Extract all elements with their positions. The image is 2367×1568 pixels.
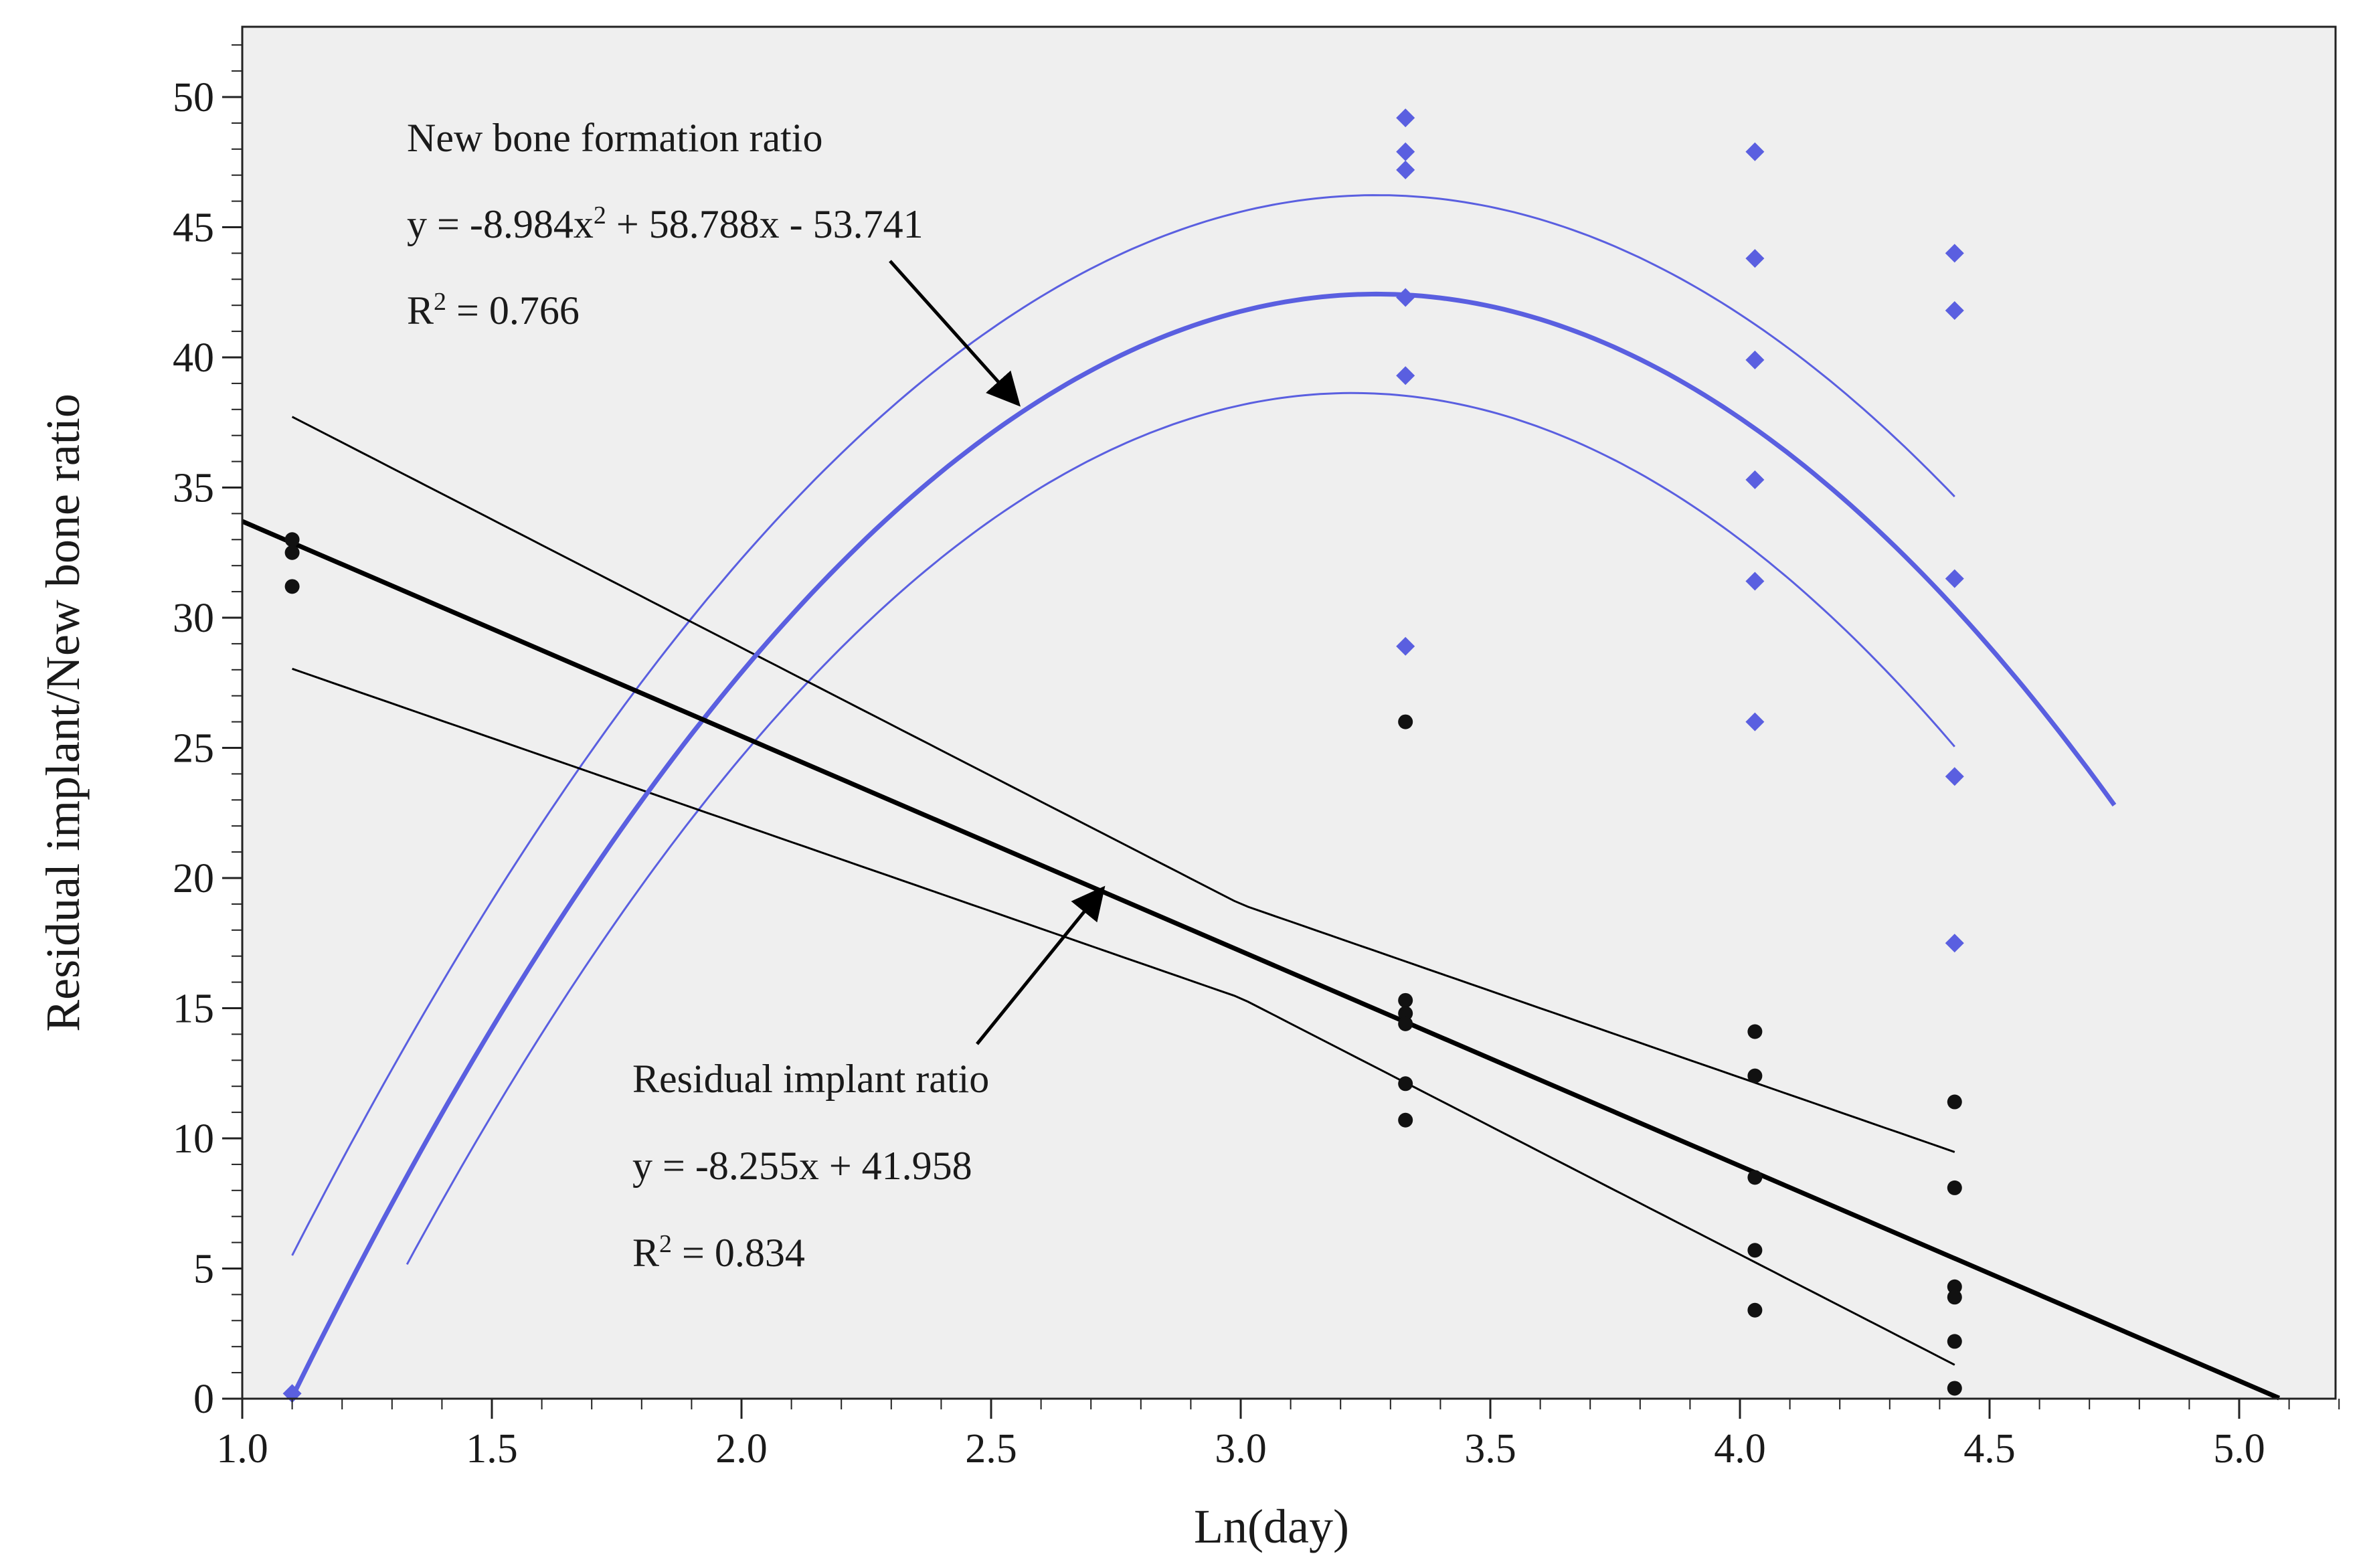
new-bone-point [1945, 244, 1964, 263]
new-bone-point [1745, 249, 1765, 268]
y-tick-label: 15 [173, 986, 214, 1032]
residual-implant-point [284, 579, 300, 594]
new-bone-fit-curve [290, 291, 2117, 1399]
x-tick-label: 4.0 [1714, 1426, 1766, 1472]
fit-lines [241, 291, 2281, 1401]
x-axis-title: Ln(day) [1194, 1500, 1349, 1553]
residual-implant-point [1398, 1076, 1413, 1092]
residual-implant-point [1747, 1243, 1763, 1258]
new-bone-point [1396, 636, 1415, 656]
residual-implant-point [1947, 1094, 1962, 1110]
new-bone-point [1945, 934, 1964, 953]
y-tick-label: 0 [193, 1377, 214, 1422]
residual-implant-point [284, 532, 300, 547]
new-bone-point [1745, 350, 1765, 369]
residual-implant-arrow [976, 885, 1106, 1045]
new-bone-upper-band [291, 194, 1955, 1256]
residual-implant-point [1947, 1279, 1962, 1294]
x-tick-label: 2.5 [965, 1426, 1017, 1472]
x-tick-label: 4.5 [1963, 1426, 2016, 1472]
residual-implant-point [1398, 1016, 1413, 1031]
new-bone-point [1945, 569, 1964, 588]
annotation-arrows [889, 260, 1106, 1045]
residual-implant-point [1947, 1334, 1962, 1349]
residual-implant-point [284, 545, 300, 560]
new-bone-point [1396, 366, 1415, 385]
y-tick-label: 35 [173, 466, 214, 511]
new-bone-point [1396, 108, 1415, 128]
residual-implant-point [1747, 1302, 1763, 1318]
y-tick-label: 40 [173, 335, 214, 381]
residual-implant-point [1747, 1170, 1763, 1185]
new-bone-arrow [889, 260, 1021, 407]
y-tick-label: 45 [173, 205, 214, 251]
x-tick-label: 5.0 [2213, 1426, 2265, 1472]
y-tick-label: 50 [173, 75, 214, 120]
x-tick-label: 2.0 [715, 1426, 768, 1472]
y-tick-label: 30 [173, 596, 214, 641]
new-bone-point [1745, 142, 1765, 161]
residual-implant-annotation: Residual implant ratio y = -8.255x + 41.… [632, 1057, 989, 1275]
y-tick-label: 10 [173, 1116, 214, 1162]
new-bone-point [1745, 572, 1765, 591]
residual-implant-label: Residual implant ratio [632, 1057, 989, 1101]
new-bone-annotation: New bone formation ratio y = -8.984x2 + … [407, 116, 924, 333]
new-bone-point [1945, 300, 1964, 320]
y-axis-title: Residual implant/New bone ratio [36, 394, 90, 1032]
new-bone-point [1945, 767, 1964, 786]
residual-implant-point [1747, 1068, 1763, 1083]
x-tick-label: 1.0 [216, 1426, 268, 1472]
new-bone-point [1396, 160, 1415, 179]
y-tick-label: 5 [193, 1247, 214, 1292]
data-points [282, 108, 1964, 1403]
residual-implant-point [1947, 1381, 1962, 1396]
residual-implant-point [1398, 1006, 1413, 1021]
residual-implant-point [1398, 714, 1413, 729]
residual-implant-fit-line [241, 519, 2281, 1401]
new-bone-lower-band [406, 391, 1955, 1266]
new-bone-r-squared: R2 = 0.766 [407, 288, 580, 333]
x-tick-label: 3.0 [1215, 1426, 1267, 1472]
new-bone-point [1396, 142, 1415, 161]
y-tick-label: 25 [173, 726, 214, 772]
new-bone-label: New bone formation ratio [407, 116, 822, 160]
axes: 1.0 1.5 2.0 2.5 3.0 3.5 4.0 4.5 5.0 0 5 10 15 20 25 30 3… [173, 25, 2340, 1472]
residual-implant-lower-band [292, 667, 1955, 1366]
confidence-bands [291, 194, 1955, 1366]
new-bone-point [1396, 288, 1415, 307]
plot-frame [241, 25, 2337, 1400]
x-tick-label: 1.5 [466, 1426, 518, 1472]
residual-implant-point [1398, 992, 1413, 1008]
residual-implant-point [1398, 1112, 1413, 1128]
y-tick-label: 20 [173, 856, 214, 901]
new-bone-point [1745, 470, 1765, 489]
residual-implant-r-squared: R2 = 0.834 [632, 1230, 805, 1275]
residual-implant-point [1747, 1024, 1763, 1039]
residual-implant-upper-band [291, 416, 1955, 1153]
residual-implant-point [1947, 1180, 1962, 1195]
new-bone-point [1745, 712, 1765, 731]
residual-implant-point [1947, 1290, 1962, 1305]
residual-implant-equation: y = -8.255x + 41.958 [632, 1144, 972, 1188]
new-bone-equation: y = -8.984x2 + 58.788x - 53.741 [407, 201, 924, 246]
plot-area [242, 27, 2336, 1399]
x-tick-label: 3.5 [1464, 1426, 1516, 1472]
